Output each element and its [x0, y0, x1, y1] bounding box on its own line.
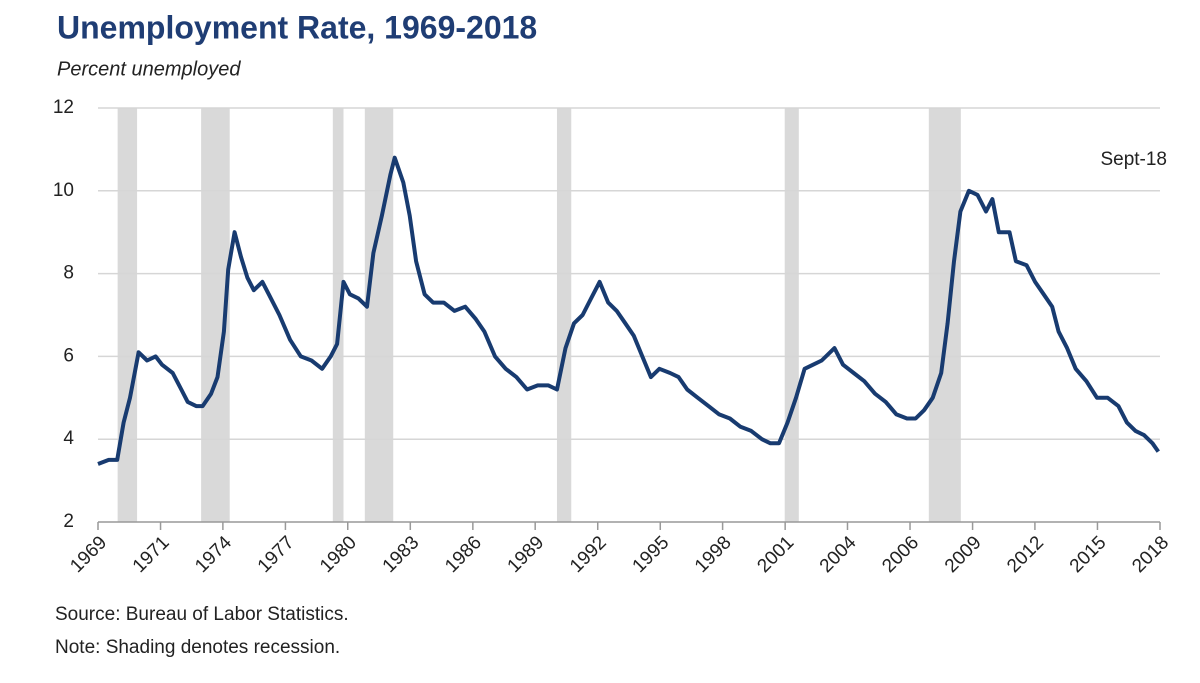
recession-band	[928, 108, 961, 522]
data-line	[97, 155, 1160, 466]
annotation: Sept-18	[1100, 149, 1167, 170]
recession-band	[556, 108, 572, 522]
x-tick-label: 1989	[504, 532, 549, 577]
y-tick-label: 12	[53, 97, 74, 118]
x-tick-label: 2012	[1003, 532, 1048, 577]
x-tick-label: 1995	[629, 532, 674, 577]
y-tick-label: 4	[63, 428, 74, 449]
recession-band	[364, 108, 394, 522]
y-tick-label: 6	[63, 345, 74, 366]
x-tick-label: 1980	[316, 532, 361, 577]
x-tick-label: 1998	[691, 532, 736, 577]
y-tick-label: 2	[63, 511, 74, 532]
chart-subtitle: Percent unemployed	[57, 58, 241, 80]
x-tick-label: 1974	[191, 532, 236, 577]
x-tick-label: 2009	[941, 532, 986, 577]
x-tick-label: 2015	[1066, 532, 1111, 577]
y-tick-label: 8	[63, 263, 74, 284]
x-tick-label: 1977	[254, 532, 299, 577]
x-tick-label: 2006	[878, 532, 923, 577]
recession-band	[784, 108, 799, 522]
recession-band	[117, 108, 138, 522]
x-tick-label: 2001	[753, 532, 798, 577]
x-tick-label: 1971	[129, 532, 174, 577]
x-tick-label: 1969	[66, 532, 111, 577]
chart-title: Unemployment Rate, 1969-2018	[57, 9, 537, 45]
x-tick-label: 1992	[566, 532, 611, 577]
x-tick-label: 2018	[1128, 532, 1173, 577]
y-tick-label: 10	[53, 180, 74, 201]
x-tick-label: 2004	[816, 532, 861, 577]
note: Note: Shading denotes recession.	[55, 637, 340, 658]
x-tick-label: 1983	[379, 532, 424, 577]
x-tick-label: 1986	[441, 532, 486, 577]
source: Source: Bureau of Labor Statistics.	[55, 604, 349, 625]
